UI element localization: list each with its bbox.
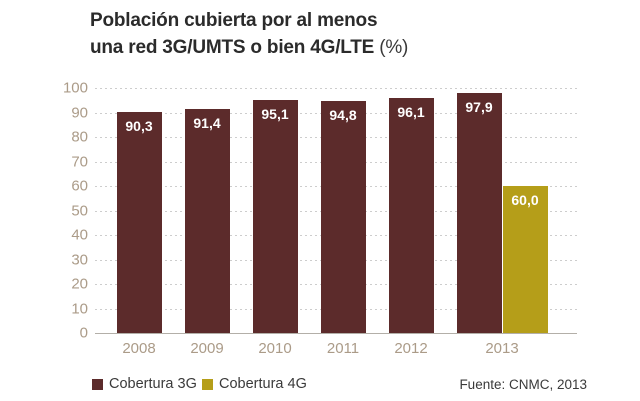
chart-title: Población cubierta por al menos una red …: [90, 7, 408, 61]
y-axis-label-10: 10: [71, 300, 88, 317]
bar-3g-2013: 97,9: [456, 93, 502, 333]
bar-3g-2011: 94,8: [320, 100, 366, 333]
chart-title-line-2: una red 3G/UMTS o bien 4G/LTE (%): [90, 37, 409, 58]
y-axis-label-60: 60: [71, 177, 88, 195]
bar-3g-2012: 96,1: [388, 97, 434, 333]
legend-label-4g: Cobertura 4G: [219, 376, 307, 392]
legend-item-cobertura-4g: Cobertura 4G: [202, 376, 307, 392]
bar-value-3g-2010: 95,1: [261, 106, 289, 122]
bar-value-3g-2008: 90,3: [125, 117, 153, 134]
x-axis-label-2012: 2012: [394, 340, 428, 357]
gridline-100: [95, 88, 577, 89]
y-axis-label-20: 20: [71, 275, 88, 293]
legend-swatch-3g-icon: [92, 378, 103, 390]
bar-4g-2013: 60,0: [502, 186, 548, 333]
bar-3g-2009: 91,4: [184, 109, 230, 333]
y-axis-label-100: 100: [62, 79, 88, 97]
chart-title-line-1: Población cubierta por al menos: [90, 10, 378, 31]
legend-swatch-4g-icon: [202, 378, 213, 390]
bar-value-4g-2013: 60,0: [511, 192, 539, 208]
bar-value-3g-2012: 96,1: [397, 103, 425, 120]
y-axis-label-90: 90: [71, 104, 88, 121]
y-axis-label-30: 30: [71, 251, 88, 268]
bar-3g-2008: 90,3: [116, 111, 162, 333]
y-axis-label-40: 40: [71, 226, 88, 244]
legend-item-cobertura-3g: Cobertura 3G: [92, 376, 197, 392]
legend-label-3g: Cobertura 3G: [109, 376, 197, 392]
y-axis-label-50: 50: [71, 202, 88, 219]
bar-3g-2010: 95,1: [252, 100, 298, 333]
x-axis-label-2011: 2011: [326, 340, 360, 357]
bar-value-3g-2013: 97,9: [465, 99, 493, 116]
x-axis-label-2013: 2013: [485, 340, 519, 357]
bar-value-3g-2009: 91,4: [193, 115, 221, 132]
x-axis-label-2008: 2008: [122, 340, 156, 357]
y-axis-label-70: 70: [71, 153, 88, 170]
y-axis-label-0: 0: [79, 324, 88, 342]
gridline-0: [95, 333, 577, 334]
x-axis-label-2009: 2009: [190, 340, 224, 357]
y-axis-label-80: 80: [71, 128, 88, 146]
bar-value-3g-2011: 94,8: [329, 106, 357, 123]
x-axis-label-2010: 2010: [258, 340, 292, 357]
source-text: Fuente: CNMC, 2013: [459, 377, 587, 392]
chart-title-percent-suffix: (%): [374, 37, 409, 58]
